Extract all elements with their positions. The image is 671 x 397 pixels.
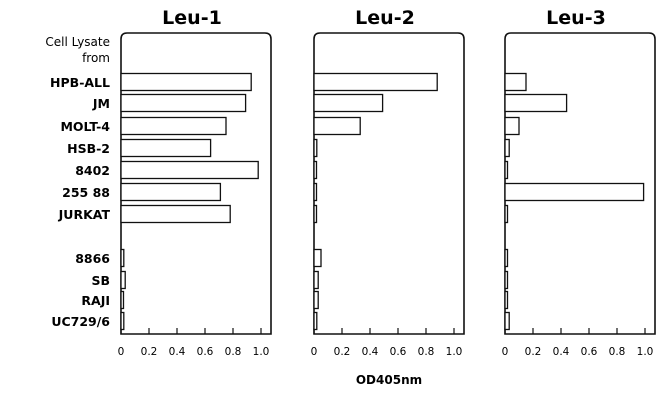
- bar: [313, 138, 318, 158]
- category-label: 8866: [75, 251, 110, 266]
- bar: [313, 270, 319, 290]
- bar: [313, 311, 318, 331]
- category-label: HSB-2: [67, 141, 110, 156]
- x-tick-label: 0.6: [197, 346, 214, 358]
- bar: [313, 204, 318, 224]
- x-axis-title: OD405nm: [356, 373, 422, 387]
- x-tick-label: 0: [118, 346, 125, 358]
- x-tick-label: 0.8: [225, 346, 242, 358]
- x-tick-label: 1.0: [637, 346, 654, 358]
- panel-frame: [120, 32, 272, 335]
- bar: [120, 72, 252, 92]
- panel-frame: [504, 32, 656, 335]
- x-tick-label: 1.0: [446, 346, 463, 358]
- bar: [313, 160, 318, 180]
- bar: [504, 270, 509, 290]
- category-labels: HPB-ALL JM MOLT-4 HSB-2 8402 255 88 JURKAT 8866…: [50, 75, 110, 329]
- bar: [120, 311, 125, 331]
- bar: [504, 182, 645, 202]
- panel-2: Leu-2 0 0.2 0.4 0.6 0.8 1.0: [311, 7, 465, 358]
- panel-frame: [313, 32, 465, 335]
- category-label: RAJI: [81, 293, 110, 308]
- bar: [313, 248, 322, 268]
- row-header-line-2: from: [82, 51, 110, 65]
- x-tick-label: 0: [502, 346, 509, 358]
- x-tick-label: 1.0: [253, 346, 270, 358]
- bar: [504, 248, 509, 268]
- panel-title: Leu-3: [546, 7, 606, 29]
- bar: [504, 116, 520, 136]
- bar: [313, 116, 361, 136]
- x-tick-label: 0.4: [362, 346, 379, 358]
- row-header-line-1: Cell Lysate: [45, 35, 110, 49]
- x-tick-label: 0.2: [525, 346, 542, 358]
- x-tick-label: 0.6: [390, 346, 407, 358]
- bar: [504, 138, 510, 158]
- bar: [504, 204, 509, 224]
- bar: [313, 93, 384, 113]
- bar: [313, 72, 438, 92]
- category-label: JM: [92, 96, 110, 111]
- category-label: JURKAT: [58, 207, 111, 222]
- panel-title: Leu-1: [162, 7, 222, 29]
- bar: [120, 93, 247, 113]
- bar: [504, 93, 568, 113]
- x-tick-label: 0.4: [553, 346, 570, 358]
- bar: [120, 248, 125, 268]
- bar: [313, 290, 319, 310]
- x-tick-label: 0.6: [581, 346, 598, 358]
- bar: [504, 311, 510, 331]
- panel-3: Leu-3 0 0.2 0.4 0.6 0.8 1.0: [502, 7, 656, 358]
- bar: [313, 182, 318, 202]
- bar: [120, 116, 227, 136]
- x-tick-label: 0.8: [418, 346, 435, 358]
- category-label: MOLT-4: [60, 119, 110, 134]
- x-tick-label: 0: [311, 346, 318, 358]
- bar: [120, 290, 125, 310]
- bar: [120, 204, 231, 224]
- panel-title: Leu-2: [355, 7, 415, 29]
- category-label: 8402: [75, 163, 110, 178]
- x-tick-label: 0.2: [141, 346, 158, 358]
- row-header: Cell Lysate from: [45, 35, 110, 65]
- bar: [120, 182, 222, 202]
- category-label: SB: [91, 273, 110, 288]
- x-tick-label: 0.4: [169, 346, 186, 358]
- bar: [504, 160, 509, 180]
- x-tick-label: 0.8: [609, 346, 626, 358]
- category-label: UC729/6: [51, 314, 110, 329]
- category-label: 255 88: [62, 185, 110, 200]
- bar: [120, 138, 212, 158]
- bar: [504, 72, 527, 92]
- panels: Leu-1 0 0.2 0.4 0.6 0.8 1.0 Leu-2 0 0.2 0.4 0.6 0.8 1…: [118, 7, 656, 358]
- category-label: HPB-ALL: [50, 75, 110, 90]
- panel-1: Leu-1 0 0.2 0.4 0.6 0.8 1.0: [118, 7, 272, 358]
- bar: [120, 160, 259, 180]
- x-tick-label: 0.2: [334, 346, 351, 358]
- bar: [120, 270, 126, 290]
- bar: [504, 290, 509, 310]
